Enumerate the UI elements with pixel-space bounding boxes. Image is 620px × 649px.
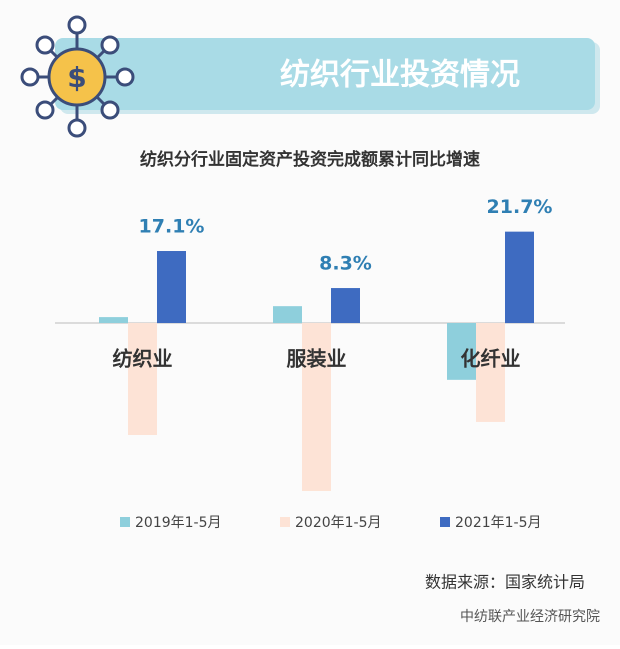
bar (128, 323, 157, 435)
svg-text:$: $ (67, 61, 86, 94)
bar (157, 251, 186, 323)
legend-label: 2020年1-5月 (295, 515, 382, 531)
value-label: 17.1% (139, 216, 205, 238)
legend-label: 2019年1-5月 (135, 515, 222, 531)
plot: 17.1% 8.3% 21.7% 纺织业 服装业 化纤业 (99, 196, 552, 491)
watermark: 中纺联产业经济研究院 (460, 609, 600, 625)
chart-title: 纺织分行业固定资产投资完成额累计同比增速 (140, 149, 480, 170)
bar (273, 306, 302, 323)
banner (55, 38, 595, 110)
value-label: 21.7% (487, 196, 553, 218)
banner-title: 纺织行业投资情况 (280, 58, 520, 93)
bar (302, 323, 331, 491)
bar (505, 231, 534, 323)
bar (331, 288, 360, 323)
banner-icon: $ (20, 15, 135, 138)
category-label: 化纤业 (461, 347, 521, 371)
legend: 2019年1-5月 2020年1-5月 2021年1-5月 (120, 515, 542, 531)
legend-swatch (440, 517, 450, 527)
legend-swatch (280, 517, 290, 527)
legend-swatch (120, 517, 130, 527)
bar (99, 317, 128, 323)
legend-label: 2021年1-5月 (455, 515, 542, 531)
source: 数据来源：国家统计局 (425, 573, 585, 592)
category-label: 服装业 (287, 347, 347, 371)
bar (447, 323, 476, 380)
bar (476, 323, 505, 422)
category-label: 纺织业 (113, 347, 173, 371)
value-label: 8.3% (319, 253, 372, 275)
